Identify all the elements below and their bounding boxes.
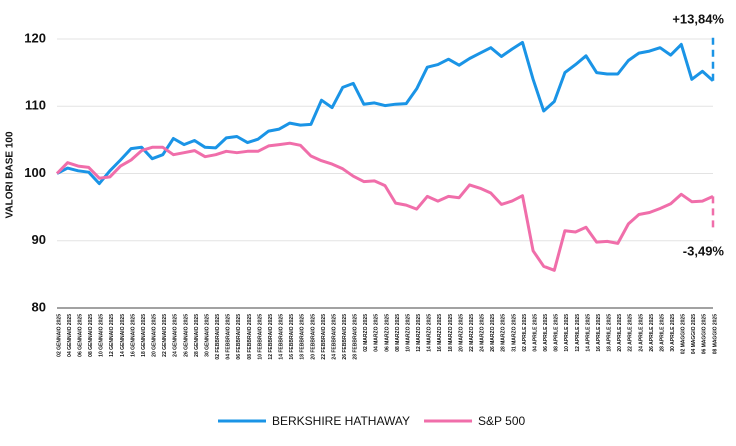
y-tick-label: 90 [32, 232, 46, 247]
x-tick-label: 20 FEBBRAIO 2025 [310, 314, 316, 360]
series-line [56, 40, 714, 186]
legend-label: BERKSHIRE HATHAWAY [272, 414, 410, 428]
x-tick-label: 18 APRILE 2025 [607, 314, 613, 352]
x-tick-label: 18 GENNAIO 2025 [141, 314, 147, 357]
x-tick-label: 02 MAGGIO 2025 [681, 314, 687, 355]
x-tick-label: 04 MAGGIO 2025 [691, 314, 697, 355]
x-tick-label: 04 APRILE 2025 [532, 314, 538, 352]
x-tick-label: 06 APRILE 2025 [543, 314, 549, 352]
x-tick-label: 06 MAGGIO 2025 [702, 314, 708, 355]
x-tick-label: 31 MARZO 2025 [511, 314, 517, 352]
x-tick-label: 20 MARZO 2025 [458, 314, 464, 352]
x-tick-label: 28 MARZO 2025 [501, 314, 507, 352]
x-tick-label: 14 APRILE 2025 [585, 314, 591, 352]
x-tick-label: 18 MARZO 2025 [448, 314, 454, 352]
annotation: +13,84% [672, 11, 724, 26]
x-tick-label: 14 FEBBRAIO 2025 [279, 314, 285, 360]
x-tick-label: 16 MARZO 2025 [437, 314, 443, 352]
x-tick-label: 20 GENNAIO 2025 [152, 314, 158, 357]
x-tick-label: 04 FEBBRAIO 2025 [226, 314, 232, 360]
x-tick-label: 12 GENNAIO 2025 [109, 314, 115, 357]
x-tick-label: 24 APRILE 2025 [638, 314, 644, 352]
x-tick-label: 08 APRILE 2025 [554, 314, 560, 352]
x-tick-label: 20 APRILE 2025 [617, 314, 623, 352]
x-tick-label: 28 FEBBRAIO 2025 [353, 314, 359, 360]
x-tick-label: 28 GENNAIO 2025 [194, 314, 200, 357]
x-tick-label: 14 MARZO 2025 [427, 314, 433, 352]
series-line [55, 141, 714, 272]
x-tick-label: 24 FEBBRAIO 2025 [331, 314, 337, 360]
x-tick-label: 12 FEBBRAIO 2025 [268, 314, 274, 360]
x-tick-label: 28 APRILE 2025 [659, 314, 665, 352]
x-tick-label: 16 APRILE 2025 [596, 314, 602, 352]
y-axis-label: VALORI BASE 100 [5, 131, 16, 218]
x-tick-label: 10 MARZO 2025 [405, 314, 411, 352]
x-tick-label: 26 APRILE 2025 [649, 314, 655, 352]
y-tick-label: 110 [25, 98, 46, 113]
y-tick-label: 80 [32, 299, 46, 314]
x-tick-label: 02 APRILE 2025 [522, 314, 528, 352]
x-tick-label: 08 FEBBRAIO 2025 [247, 314, 253, 360]
annotation: -3,49% [683, 243, 725, 258]
x-tick-label: 26 FEBBRAIO 2025 [342, 314, 348, 360]
x-tick-label: 08 MARZO 2025 [395, 314, 401, 352]
x-tick-label: 26 GENNAIO 2025 [183, 314, 189, 357]
x-tick-label: 10 FEBBRAIO 2025 [257, 314, 263, 360]
y-tick-label: 120 [24, 30, 46, 45]
x-tick-label: 08 MAGGIO 2025 [712, 314, 718, 355]
x-tick-label: 12 APRILE 2025 [575, 314, 581, 352]
x-tick-label: 02 FEBBRAIO 2025 [215, 314, 221, 360]
x-tick-label: 16 FEBBRAIO 2025 [289, 314, 295, 360]
x-tick-label: 08 GENNAIO 2025 [88, 314, 94, 357]
x-tick-label: 10 GENNAIO 2025 [99, 314, 105, 357]
x-tick-label: 06 GENNAIO 2025 [77, 314, 83, 357]
x-tick-label: 22 FEBBRAIO 2025 [321, 314, 327, 360]
x-tick-label: 02 GENNAIO 2025 [56, 314, 62, 357]
x-tick-label: 14 GENNAIO 2025 [120, 314, 126, 357]
x-tick-label: 06 FEBBRAIO 2025 [236, 314, 242, 360]
x-tick-label: 18 FEBBRAIO 2025 [300, 314, 306, 360]
x-tick-label: 22 GENNAIO 2025 [162, 314, 168, 357]
x-tick-label: 22 APRILE 2025 [628, 314, 634, 352]
x-tick-label: 26 MARZO 2025 [490, 314, 496, 352]
x-tick-label: 04 MARZO 2025 [374, 314, 380, 352]
x-tick-label: 30 GENNAIO 2025 [204, 314, 210, 357]
legend-label: S&P 500 [478, 414, 525, 428]
y-tick-label: 100 [24, 165, 46, 180]
x-tick-label: 10 APRILE 2025 [564, 314, 570, 352]
x-tick-label: 04 GENNAIO 2025 [67, 314, 73, 357]
x-tick-label: 30 APRILE 2025 [670, 314, 676, 352]
x-tick-label: 06 MARZO 2025 [384, 314, 390, 352]
x-tick-label: 24 MARZO 2025 [480, 314, 486, 352]
x-tick-label: 22 MARZO 2025 [469, 314, 475, 352]
x-tick-label: 02 MARZO 2025 [363, 314, 369, 352]
x-tick-label: 16 GENNAIO 2025 [130, 314, 136, 357]
x-tick-label: 24 GENNAIO 2025 [173, 314, 179, 357]
x-tick-label: 12 MARZO 2025 [416, 314, 422, 352]
